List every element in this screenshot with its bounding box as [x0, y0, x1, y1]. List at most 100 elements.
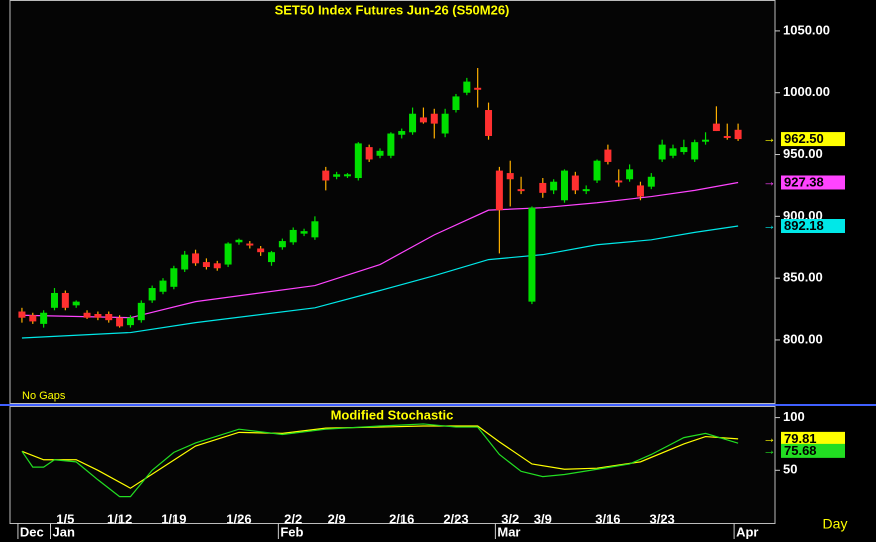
annotation: No Gaps [22, 390, 66, 402]
candle-body [148, 288, 156, 301]
last-value-box-label: 927.38 [784, 174, 824, 189]
x-tick-label: 1/12 [107, 511, 132, 526]
y-tick-label: 950.00 [783, 146, 823, 161]
candle-body [539, 182, 547, 193]
candle-body [50, 292, 58, 308]
candle-body [29, 315, 37, 322]
last-value-box [781, 219, 845, 234]
candle-body [474, 87, 482, 90]
y-tick-label: 1000.00 [783, 84, 830, 99]
last-value-box-label: 75.68 [784, 443, 817, 458]
candle-body [669, 148, 677, 156]
x-tick-label: 1/19 [161, 511, 186, 526]
candle-body [517, 189, 525, 192]
candle-body [333, 174, 341, 177]
candle-body [582, 189, 590, 192]
candle-body [72, 301, 80, 306]
x-tick-label: 2/2 [284, 511, 302, 526]
candle-body [398, 131, 406, 135]
candle-body [604, 149, 612, 162]
candle-body [192, 253, 200, 264]
candle-body [506, 173, 514, 180]
candle-body [246, 243, 254, 246]
candle-body [181, 254, 189, 270]
candle-body [636, 185, 644, 197]
last-value-box-label: 892.18 [784, 218, 824, 233]
price-panel [9, 0, 776, 404]
y-tick-label: 1050.00 [783, 22, 830, 37]
x-tick-label: 2/16 [389, 511, 414, 526]
candle-body [387, 133, 395, 156]
last-arrow: → [763, 217, 776, 232]
candle-body [354, 143, 362, 179]
y-tick-label: 850.00 [783, 270, 823, 285]
month-label: Jan [52, 524, 74, 539]
last-value-box [781, 175, 845, 190]
last-value-box [781, 132, 845, 147]
candle-body [268, 252, 276, 263]
candle-body [528, 207, 536, 302]
candle-body [376, 150, 384, 156]
candle-body [159, 280, 167, 292]
candle-body [593, 160, 601, 181]
last-value-box [781, 443, 845, 458]
x-tick-label: 3/9 [534, 511, 552, 526]
x-tick-label: 3/23 [649, 511, 674, 526]
x-tick-label: 3/2 [501, 511, 519, 526]
candle-body [235, 239, 243, 243]
chart-title: SET50 Index Futures Jun-26 (S50M26) [275, 2, 510, 17]
stochastic-line [21, 423, 739, 498]
candle-body [723, 135, 731, 138]
candle-body [83, 312, 91, 318]
candle-body [691, 142, 699, 160]
candle-body [658, 144, 666, 160]
x-tick-label: 3/16 [595, 511, 620, 526]
x-axis-label: Day [823, 516, 848, 532]
candle-body [105, 313, 113, 321]
candle-body [463, 81, 471, 93]
candle-body [734, 129, 742, 140]
candle-body [311, 221, 319, 238]
candle-body [289, 229, 297, 243]
candle-body [495, 170, 503, 211]
candle-body [170, 268, 178, 287]
candle-body [409, 113, 417, 133]
last-value-box [781, 431, 845, 446]
stochastic-panel [9, 406, 776, 524]
candle-body [550, 181, 558, 191]
candle-body [18, 311, 26, 318]
month-label: Mar [497, 524, 520, 539]
last-arrow: → [763, 442, 776, 457]
candle-body [485, 110, 493, 136]
chart-title: Modified Stochastic [331, 407, 454, 422]
y-tick-label: 100 [783, 409, 805, 424]
candle-body [626, 169, 634, 180]
last-arrow: → [763, 131, 776, 146]
candle-body [571, 175, 579, 191]
month-label: Apr [736, 524, 758, 539]
month-label: Feb [280, 524, 303, 539]
candle-body [322, 170, 330, 181]
candle-body [202, 262, 210, 268]
last-value-box-label: 79.81 [784, 431, 817, 446]
candle-body [343, 174, 351, 177]
candle-body [61, 292, 69, 308]
candle-body [213, 263, 221, 269]
candle-body [365, 147, 373, 160]
candle-body [452, 96, 460, 111]
last-arrow: → [763, 174, 776, 189]
candle-body [94, 313, 102, 318]
candle-body [712, 123, 720, 132]
candle-body [126, 317, 134, 326]
candle-body [257, 248, 265, 253]
month-label: Dec [20, 524, 44, 539]
candle-body [430, 113, 438, 124]
candle-body [647, 176, 655, 187]
x-tick-label: 2/9 [328, 511, 346, 526]
candle-body [560, 170, 568, 201]
x-tick-label: 2/23 [443, 511, 468, 526]
candle-body [278, 241, 286, 248]
candle-body [116, 317, 124, 327]
candle-body [40, 312, 48, 324]
